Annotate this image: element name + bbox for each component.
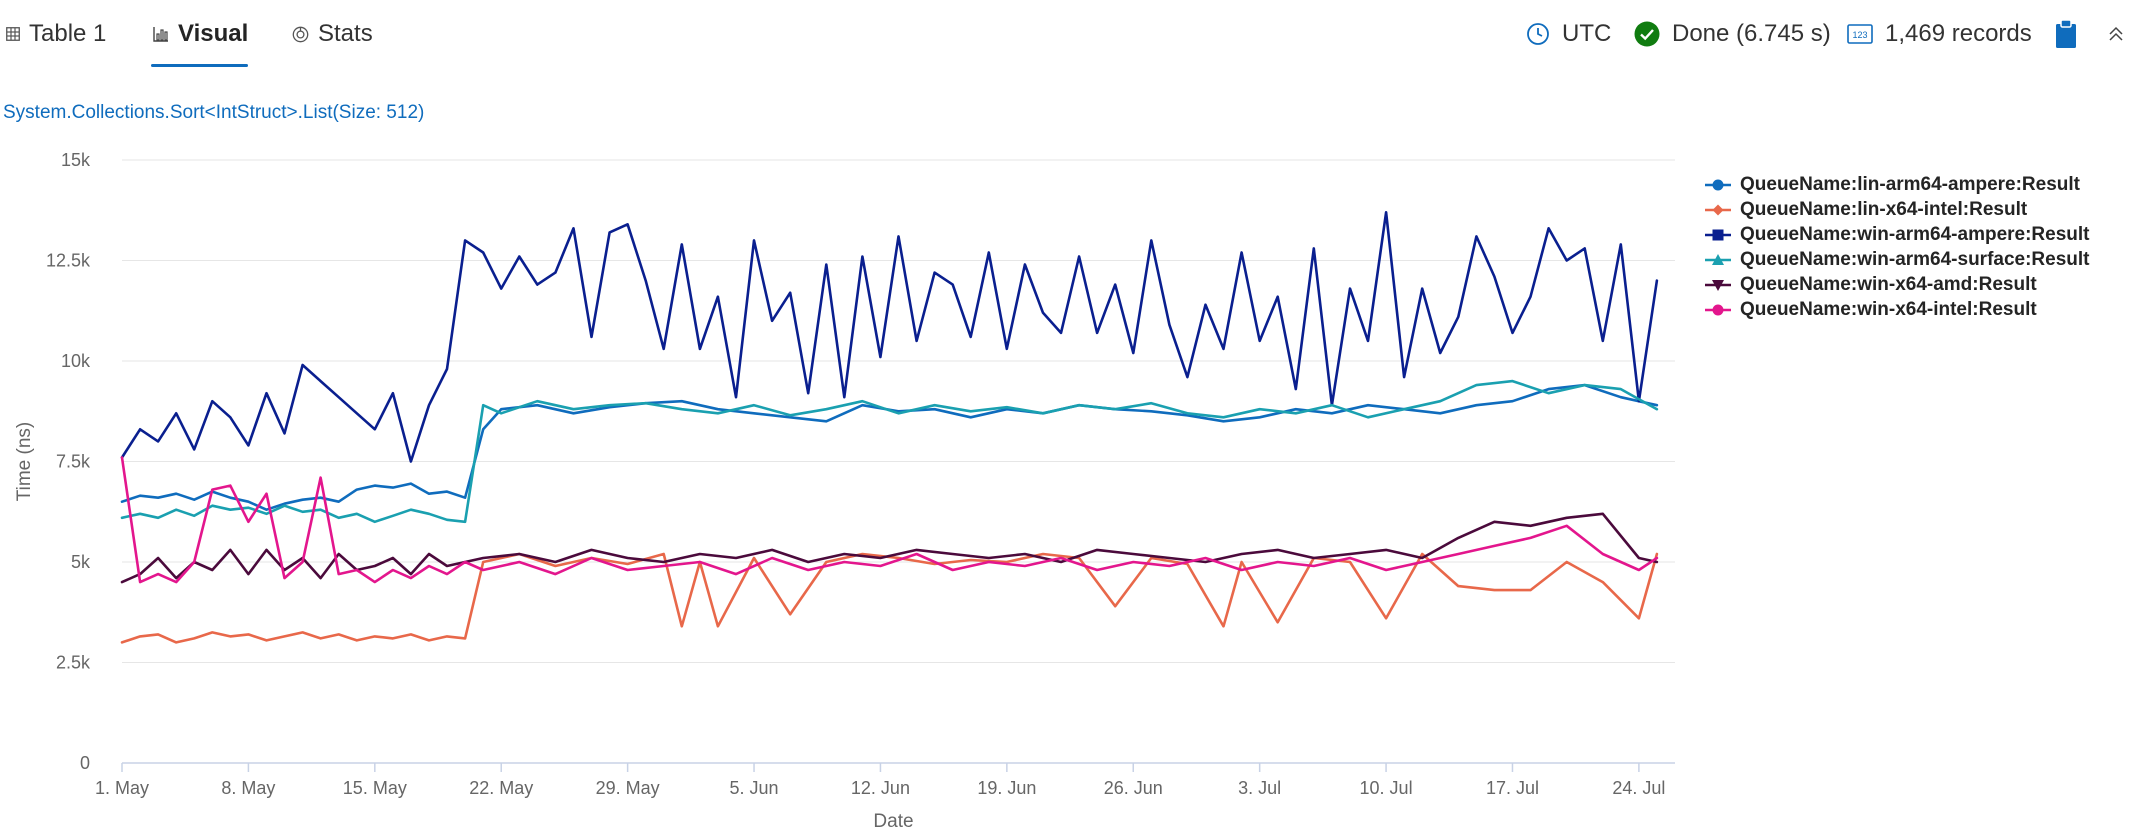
legend-label: QueueName:win-arm64-ampere:Result	[1740, 223, 2090, 245]
legend-marker	[1705, 253, 1731, 265]
x-tick-label: 29. May	[596, 778, 660, 798]
y-tick-label: 5k	[71, 552, 91, 572]
series-line	[120, 211, 1659, 463]
x-tick-label: 17. Jul	[1486, 778, 1539, 798]
x-tick-label: 8. May	[221, 778, 275, 798]
legend-item[interactable]: QueueName:win-arm64-ampere:Result	[1705, 222, 2090, 247]
y-tick-label: 2.5k	[56, 653, 91, 673]
y-tick-label: 7.5k	[56, 452, 91, 472]
stats-icon	[292, 26, 309, 42]
top-bar: Table 1 Visual Stats UTC Done (6.745 s) …	[0, 0, 2131, 70]
legend-item[interactable]: QueueName:win-arm64-surface:Result	[1705, 247, 2090, 272]
tab-stats[interactable]: Stats	[292, 14, 373, 54]
numbers-icon: 123	[1847, 24, 1873, 44]
y-axis-label: Time (ns)	[14, 422, 35, 502]
records-count: 123 1,469 records	[1847, 14, 2032, 54]
clock-icon	[1527, 23, 1549, 45]
x-tick-label: 24. Jul	[1612, 778, 1665, 798]
x-tick-label: 19. Jun	[977, 778, 1036, 798]
check-circle-icon	[1634, 21, 1660, 47]
x-tick-label: 12. Jun	[851, 778, 910, 798]
legend-label: QueueName:lin-arm64-ampere:Result	[1740, 173, 2080, 195]
chart-grid	[122, 159, 1675, 764]
legend-label: QueueName:win-x64-intel:Result	[1740, 298, 2037, 320]
y-tick-label: 10k	[61, 351, 91, 371]
x-tick-label: 5. Jun	[730, 778, 779, 798]
series-line	[120, 379, 1659, 524]
chart-axes: 0 2.5k 5k 7.5k 10k 12.5k 15k 1. May 8. May 15. Ma…	[14, 150, 1675, 832]
legend-marker	[1705, 279, 1731, 291]
records-label: 1,469 records	[1885, 20, 2032, 47]
y-tick-label: 15k	[61, 150, 91, 170]
timezone-status[interactable]: UTC	[1526, 14, 1611, 54]
legend-label: QueueName:win-arm64-surface:Result	[1740, 248, 2090, 270]
legend-item[interactable]: QueueName:win-x64-amd:Result	[1705, 272, 2090, 297]
tab-label: Stats	[318, 20, 373, 47]
query-status-label: Done (6.745 s)	[1672, 20, 1831, 47]
x-tick-label: 1. May	[95, 778, 149, 798]
table-icon	[6, 27, 20, 41]
x-axis-label: Date	[873, 811, 913, 832]
query-status: Done (6.745 s)	[1634, 14, 1831, 54]
legend-label: QueueName:lin-x64-intel:Result	[1740, 198, 2028, 220]
series-line	[120, 456, 1659, 584]
chart-legend: QueueName:lin-arm64-ampere:Result QueueNa…	[1705, 172, 2090, 322]
legend-label: QueueName:win-x64-amd:Result	[1740, 273, 2037, 295]
tab-visual[interactable]: Visual	[153, 14, 248, 54]
legend-marker	[1705, 304, 1731, 315]
chart-title: System.Collections.Sort<IntStruct>.List(…	[3, 102, 425, 123]
x-tick-label: 22. May	[469, 778, 533, 798]
legend-marker	[1705, 229, 1731, 240]
legend-marker	[1705, 204, 1731, 215]
y-tick-label: 0	[80, 753, 90, 773]
series-line	[120, 383, 1659, 512]
active-tab-indicator	[151, 64, 248, 67]
clipboard-icon[interactable]	[2054, 19, 2078, 49]
collapse-icon[interactable]	[2107, 25, 2125, 43]
bar-chart-icon	[153, 27, 168, 42]
svg-text:123: 123	[1852, 30, 1867, 40]
timezone-label: UTC	[1562, 20, 1612, 47]
series-line	[120, 552, 1659, 644]
tab-table-1[interactable]: Table 1	[6, 14, 106, 54]
x-tick-label: 15. May	[343, 778, 407, 798]
legend-marker	[1705, 179, 1731, 190]
tab-label: Table 1	[29, 20, 107, 47]
legend-item[interactable]: QueueName:win-x64-intel:Result	[1705, 297, 2090, 322]
x-tick-label: 26. Jun	[1104, 778, 1163, 798]
x-tick-label: 10. Jul	[1360, 778, 1413, 798]
line-chart: 0 2.5k 5k 7.5k 10k 12.5k 15k 1. May 8. May 15. Ma…	[14, 150, 1675, 832]
legend-item[interactable]: QueueName:lin-arm64-ampere:Result	[1705, 172, 2090, 197]
y-tick-label: 12.5k	[46, 251, 91, 271]
tab-label: Visual	[178, 20, 249, 47]
legend-item[interactable]: QueueName:lin-x64-intel:Result	[1705, 197, 2090, 222]
chart-series	[120, 211, 1659, 644]
x-tick-label: 3. Jul	[1238, 778, 1281, 798]
